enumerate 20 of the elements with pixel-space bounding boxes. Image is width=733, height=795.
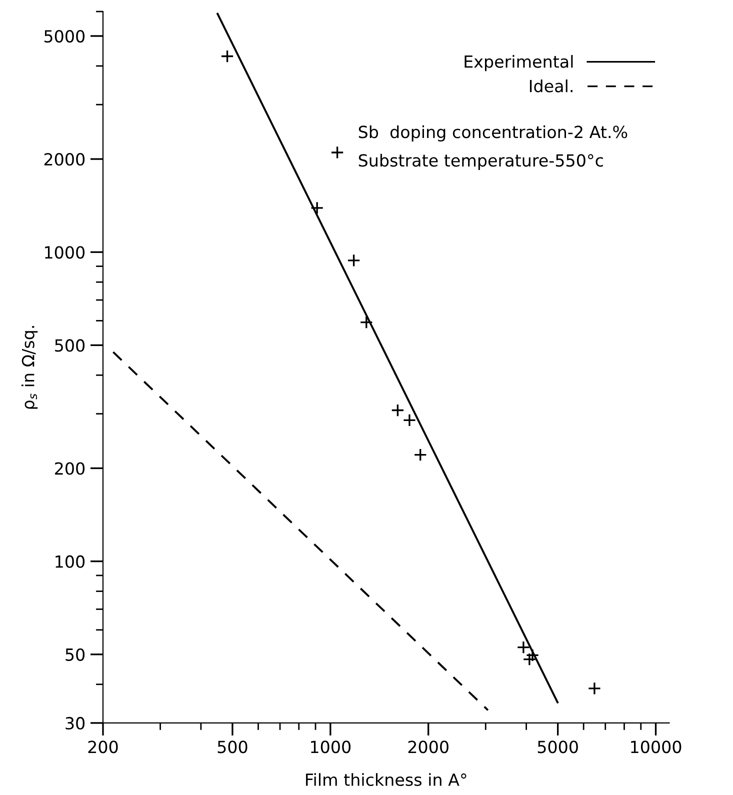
- y-tick-label: 30: [66, 716, 85, 730]
- x-tick-label: 200: [88, 740, 118, 754]
- annotation: Sb doping concentration-2 At.%: [358, 125, 628, 142]
- y-tick-label: 500: [55, 339, 85, 352]
- annotation: Substrate temperature-550°c: [358, 154, 603, 170]
- x-tick-label: 1000: [311, 740, 351, 754]
- x-tick-label: 2000: [408, 740, 448, 754]
- y-tick-label: 50: [66, 648, 85, 661]
- y-tick-label: 200: [55, 462, 85, 475]
- y-tick-label: 2000: [44, 153, 85, 166]
- y-tick-label: 5000: [44, 30, 85, 43]
- legend-label: Experimental: [464, 54, 573, 72]
- y-tick-label: 1000: [45, 246, 85, 259]
- x-tick-label: 500: [218, 740, 248, 754]
- x-tick-label: 5000: [538, 740, 578, 754]
- y-axis-title: ρ$_{s}$ in Ω/sq.: [21, 326, 38, 409]
- x-axis-title: Film thickness in A°: [306, 773, 466, 786]
- y-tick-label: 100: [56, 555, 85, 568]
- legend-label: Ideal.: [530, 79, 572, 92]
- x-tick-label: 10000: [631, 740, 682, 754]
